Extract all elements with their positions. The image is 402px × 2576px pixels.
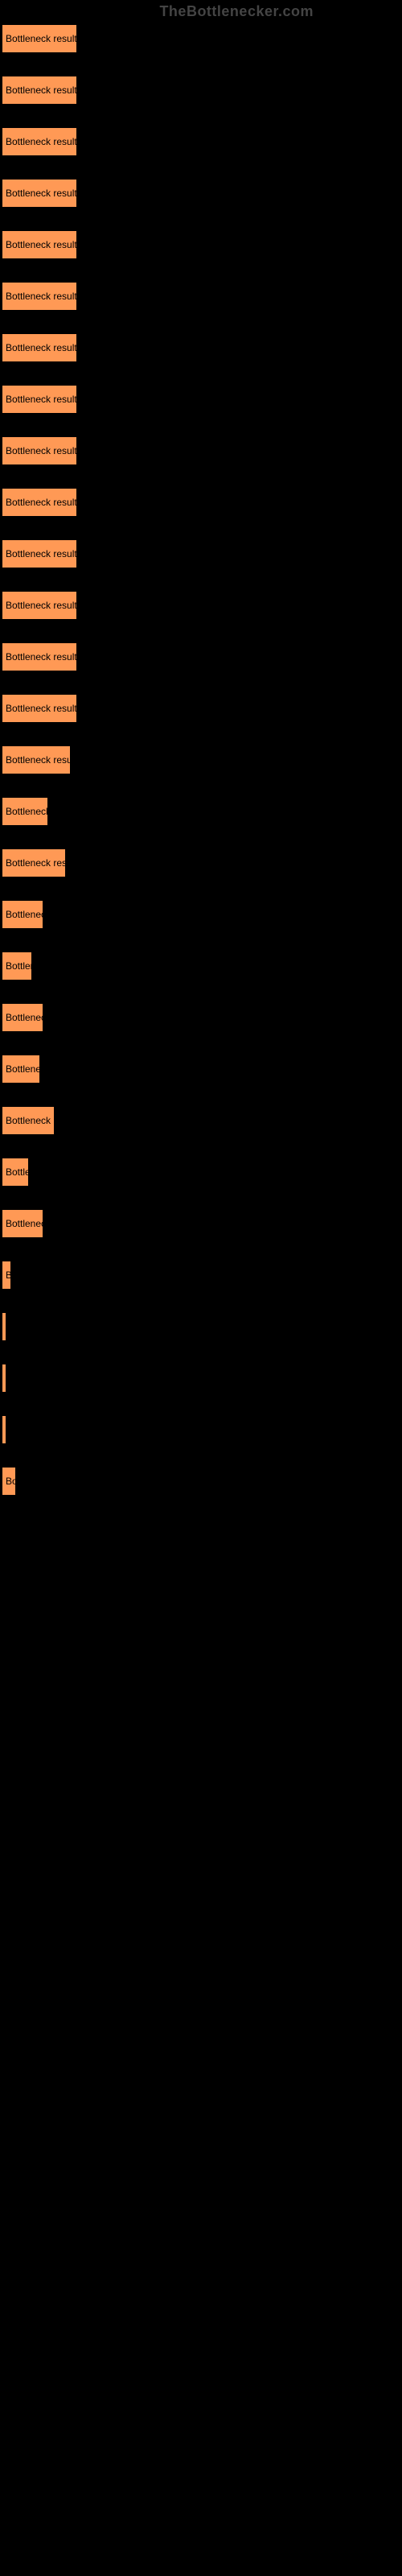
bar: Bottleneck result [2, 642, 77, 671]
bar-label: Bottleneck result [6, 33, 77, 44]
bar-row: Bottleneck result [2, 333, 402, 362]
bar-label: Bottleneck r [6, 1115, 55, 1126]
bar-label: Bottleneck [6, 806, 48, 817]
bar: Bottlenec [2, 1003, 43, 1032]
bar: Bottleneck result [2, 539, 77, 568]
bar-row: Bottleneck result [2, 230, 402, 259]
bar-label: Bottle [6, 1166, 29, 1178]
bar-label: Bottlenec [6, 1012, 43, 1023]
bar-row: Bottleneck result [2, 24, 402, 53]
bar: Bottler [2, 952, 32, 980]
bar-row: Bottle [2, 1158, 402, 1187]
bar-label: Bottleneck res [6, 857, 66, 869]
bar [2, 1312, 6, 1341]
bar: Bottlenec [2, 1209, 43, 1238]
bar: Bottleneck result [2, 24, 77, 53]
bar: Bottleneck res [2, 848, 66, 877]
bar: Bottleneck resu [2, 745, 71, 774]
bar: Bottleneck [2, 797, 48, 826]
bar-row: Bottleneck result [2, 127, 402, 156]
bar-row: Bottleneck result [2, 488, 402, 517]
bar-label: Bo [6, 1476, 16, 1487]
bar-row: Bottleneck result [2, 642, 402, 671]
bar-row: Bottleneck result [2, 694, 402, 723]
bar: Bottleneck result [2, 230, 77, 259]
bar-row: Bo [2, 1467, 402, 1496]
bar-label: Bottleneck result [6, 239, 77, 250]
bar-label: Bottleneck result [6, 445, 77, 456]
bar: Bottleneck result [2, 385, 77, 414]
bar: Bottlenec [2, 900, 43, 929]
bar-row: Bottlenec [2, 1209, 402, 1238]
bar-label: Bottlenec [6, 909, 43, 920]
bar-row: Bottleneck res [2, 848, 402, 877]
bar-row: Bottleneck result [2, 76, 402, 105]
bar: Bottlene [2, 1055, 40, 1084]
bar: B [2, 1261, 11, 1290]
bar-label: Bottlene [6, 1063, 40, 1075]
bar-row: Bottleneck result [2, 385, 402, 414]
bar-label: Bottleneck result [6, 600, 77, 611]
bar: Bottleneck result [2, 179, 77, 208]
bar-row: Bottlenec [2, 900, 402, 929]
bar-label: B [6, 1269, 11, 1281]
bar-label: Bottler [6, 960, 32, 972]
bar-row [2, 1415, 402, 1444]
bar-row: B [2, 1261, 402, 1290]
bar-row: Bottlenec [2, 1003, 402, 1032]
bar-label: Bottleneck result [6, 703, 77, 714]
bar: Bottleneck result [2, 127, 77, 156]
bar-label: Bottleneck result [6, 548, 77, 559]
bar-row: Bottleneck result [2, 436, 402, 465]
bar: Bottleneck result [2, 76, 77, 105]
bar: Bottleneck result [2, 282, 77, 311]
bar-row: Bottleneck [2, 797, 402, 826]
bar: Bottleneck r [2, 1106, 55, 1135]
bar-label: Bottleneck result [6, 342, 77, 353]
bar: Bottleneck result [2, 488, 77, 517]
bar-row: Bottlene [2, 1055, 402, 1084]
bar [2, 1364, 6, 1393]
bar-row [2, 1312, 402, 1341]
watermark: TheBottlenecker.com [159, 3, 314, 20]
bar: Bottleneck result [2, 436, 77, 465]
bar-label: Bottleneck resu [6, 754, 71, 766]
bar-row [2, 1364, 402, 1393]
bar-label: Bottleneck result [6, 291, 77, 302]
bar-row: Bottleneck resu [2, 745, 402, 774]
bar-row: Bottleneck result [2, 539, 402, 568]
bar-label: Bottleneck result [6, 188, 77, 199]
bar-chart: Bottleneck result Bottleneck result Bottle… [0, 0, 402, 1496]
bar-label: Bottleneck result [6, 394, 77, 405]
bar-row: Bottleneck result [2, 282, 402, 311]
bar: Bottle [2, 1158, 29, 1187]
bar: Bo [2, 1467, 16, 1496]
bar: Bottleneck result [2, 694, 77, 723]
bar-row: Bottler [2, 952, 402, 980]
bar-row: Bottleneck result [2, 179, 402, 208]
bar: Bottleneck result [2, 591, 77, 620]
bar-label: Bottlenec [6, 1218, 43, 1229]
bar [2, 1415, 6, 1444]
bar: Bottleneck result [2, 333, 77, 362]
bar-label: Bottleneck result [6, 651, 77, 663]
bar-row: Bottleneck result [2, 591, 402, 620]
bar-row: Bottleneck r [2, 1106, 402, 1135]
bar-label: Bottleneck result [6, 497, 77, 508]
bar-label: Bottleneck result [6, 85, 77, 96]
bar-label: Bottleneck result [6, 136, 77, 147]
